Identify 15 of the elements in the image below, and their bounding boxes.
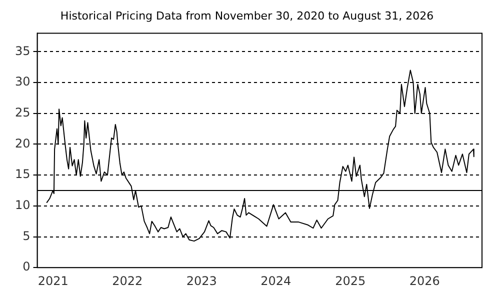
y-tick-label: 35	[14, 44, 30, 58]
x-tick-label: 2021	[38, 274, 68, 288]
y-tick-label: 25	[14, 106, 30, 120]
x-tick-label: 2024	[260, 274, 292, 288]
chart-title: Historical Pricing Data from November 30, 2020 to August 31, 2026	[60, 9, 434, 22]
y-tick-label: 30	[14, 74, 30, 89]
y-tick-label: 0	[22, 260, 30, 274]
y-tick-label: 5	[22, 228, 30, 243]
x-tick-label: 2025	[335, 274, 366, 288]
x-tick-label: 2023	[186, 274, 217, 288]
y-tick-label: 10	[14, 198, 30, 212]
x-tick-label: 2022	[112, 274, 143, 288]
y-tick-label: 20	[14, 136, 30, 150]
x-tick-label: 2026	[409, 274, 440, 288]
y-tick-label: 15	[14, 167, 30, 182]
